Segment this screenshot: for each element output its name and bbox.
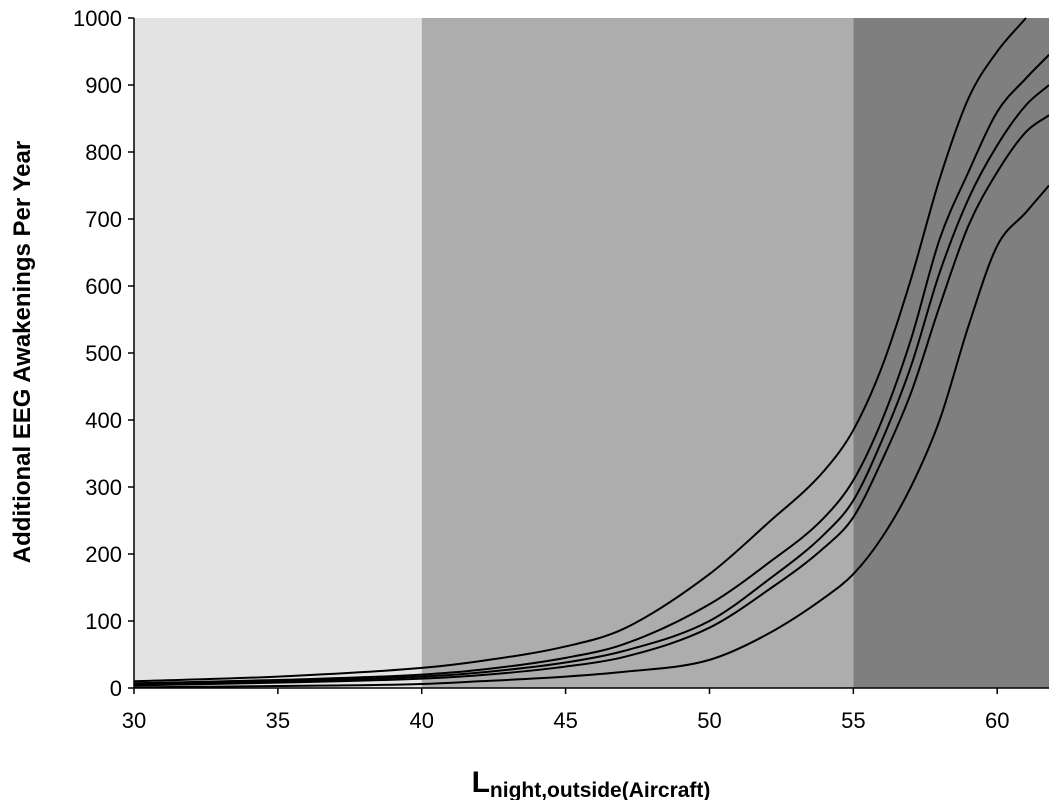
x-axis-title-subscript: night,outside(Aircraft) <box>490 779 711 800</box>
background-band-2 <box>421 18 854 688</box>
x-tick-label: 40 <box>409 708 433 733</box>
y-tick-label: 300 <box>85 475 122 500</box>
y-tick-label: 600 <box>85 274 122 299</box>
y-tick-label: 800 <box>85 140 122 165</box>
y-tick-label: 100 <box>85 609 122 634</box>
y-tick-label: 0 <box>110 676 122 701</box>
background-band-3 <box>853 18 1049 688</box>
tick-labels: 0 100 200 300 400 500 600 700 800 900 1000 30 35 40 45… <box>73 6 1009 733</box>
series-line-4 <box>134 114 1049 687</box>
series-line-2 <box>134 54 1049 685</box>
y-tick-label: 500 <box>85 341 122 366</box>
x-tick-label: 60 <box>985 708 1009 733</box>
x-tick-label: 35 <box>266 708 290 733</box>
series-line-5 <box>134 184 1049 688</box>
x-axis-title: Lnight,outside(Aircraft) <box>472 766 711 800</box>
y-tick-label: 900 <box>85 73 122 98</box>
series-lines <box>134 17 1049 688</box>
y-tick-label: 400 <box>85 408 122 433</box>
x-tick-label: 50 <box>697 708 721 733</box>
background-band-1 <box>134 18 422 688</box>
series-line-3 <box>134 84 1049 686</box>
y-axis-title: Additional EEG Awakenings Per Year <box>9 141 36 563</box>
y-tick-label: 1000 <box>73 6 122 31</box>
x-tick-label: 55 <box>841 708 865 733</box>
background-bands <box>134 18 1049 688</box>
x-tick-label: 30 <box>122 708 146 733</box>
y-tick-label: 700 <box>85 207 122 232</box>
x-axis-title-main: L <box>472 766 490 799</box>
y-tick-label: 200 <box>85 542 122 567</box>
series-line-1 <box>134 17 1027 683</box>
x-tick-label: 45 <box>553 708 577 733</box>
